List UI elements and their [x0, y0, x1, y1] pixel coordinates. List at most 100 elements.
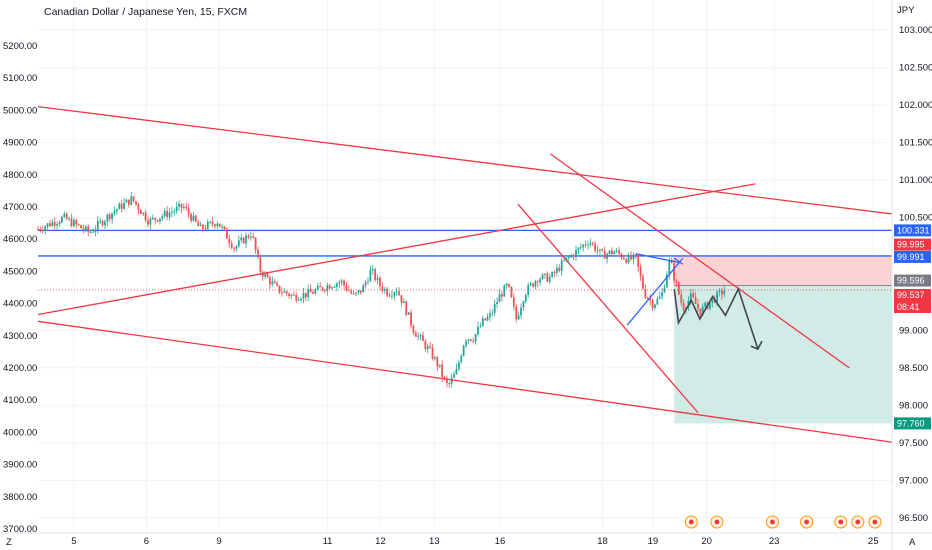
left-axis-tick-label: 4100.00: [3, 395, 37, 406]
right-axis-tick-label: 98.000: [899, 400, 928, 411]
falling-wedge-upper-line[interactable]: [550, 153, 850, 369]
candle-body: [642, 276, 644, 289]
candle-body: [99, 220, 102, 222]
candle-body: [252, 236, 255, 238]
economic-events[interactable]: [684, 515, 882, 529]
triangle-upper-line[interactable]: [635, 253, 681, 264]
candle-body: [309, 288, 312, 293]
candle-body: [627, 254, 630, 263]
candle-body: [558, 267, 561, 271]
candle-body: [151, 217, 154, 219]
price-tags: 100.331 99.991 99.995 99.596 99.537 97.760 08:…: [894, 224, 931, 430]
candle-body: [104, 221, 106, 226]
falling-wedge-lower-line[interactable]: [517, 203, 699, 414]
candle-body: [532, 283, 534, 287]
candle-body: [302, 292, 305, 299]
candle-body: [479, 325, 482, 327]
time-axis-tick-label: 23: [769, 536, 780, 547]
candle-body: [536, 281, 539, 283]
candle-body: [257, 249, 259, 258]
horizontal-levels[interactable]: [38, 229, 892, 291]
candle-body: [51, 222, 54, 227]
candle-body: [414, 332, 417, 337]
support-trendline[interactable]: [626, 257, 684, 326]
left-axis-tick-label: 4600.00: [3, 234, 37, 245]
candle-body: [625, 259, 628, 263]
candle-body: [190, 214, 192, 221]
candle-body: [462, 345, 465, 356]
candle-body: [694, 297, 697, 304]
auto-scale-button[interactable]: A: [909, 537, 916, 548]
candle-body: [472, 340, 475, 342]
candle-body: [412, 325, 415, 333]
candle-body: [654, 304, 656, 309]
candle-body: [665, 274, 668, 288]
trendlines[interactable]: [37, 105, 893, 443]
stop-loss-zone[interactable]: [674, 255, 892, 286]
candle-body: [448, 382, 451, 384]
candle-body: [216, 223, 219, 227]
event-flag-icon: [855, 519, 861, 525]
time-axis[interactable]: 5 6 9 11 12 13 16 18 19 20 23 25: [0, 532, 932, 547]
candle-body: [173, 211, 176, 213]
projection-zigzag[interactable]: [673, 286, 759, 350]
right-price-axis[interactable]: 103.000 102.500 102.000 101.500 101.000 100.5…: [891, 0, 932, 550]
candle-body: [469, 339, 472, 341]
candle-body: [704, 302, 707, 307]
candle-body: [321, 287, 324, 291]
candle-body: [572, 255, 575, 257]
candle-body: [381, 286, 384, 291]
candle-body: [156, 220, 159, 222]
candle-body: [80, 225, 82, 229]
right-axis-tick-label: 97.000: [899, 475, 928, 486]
candle-body: [328, 285, 331, 289]
rising-resistance-line[interactable]: [37, 183, 756, 316]
candle-body: [159, 218, 161, 222]
projection-path[interactable]: [673, 286, 763, 351]
candle-body: [340, 280, 343, 283]
candle-body: [570, 255, 573, 258]
candle-body: [395, 291, 398, 293]
candle-body: [254, 237, 257, 250]
candle-body: [108, 214, 111, 220]
lower-channel-line[interactable]: [37, 320, 893, 443]
left-axis-tick-label: 3700.00: [3, 524, 37, 535]
candle-body: [434, 357, 436, 359]
candle-body: [599, 249, 601, 251]
candle-body: [632, 254, 635, 260]
candle-body: [61, 216, 63, 223]
candle-body: [182, 206, 185, 208]
timezone-button[interactable]: Z: [6, 537, 12, 548]
grid: [38, 0, 892, 533]
candle-body: [644, 288, 647, 298]
countdown-tag-bg: [894, 300, 931, 313]
triangle-top-line[interactable]: [673, 257, 684, 265]
candle-body: [455, 369, 458, 375]
candle-body: [82, 228, 85, 231]
candle-body: [135, 201, 137, 205]
candle-body: [44, 226, 47, 231]
event-flag-icon: [804, 519, 809, 525]
upper-channel-line[interactable]: [37, 105, 893, 215]
event-flag-icon: [838, 519, 844, 525]
candle-body: [111, 213, 114, 220]
candle-body: [534, 281, 537, 287]
candle-body: [565, 257, 568, 261]
candle-body: [675, 280, 678, 283]
right-axis-tick-label: 100.500: [899, 213, 932, 224]
left-price-axis[interactable]: 5200.00 5100.00 5000.00 4900.00 4800.00 4700.…: [3, 41, 37, 535]
left-axis-tick-label: 4400.00: [3, 299, 37, 310]
candle-body: [281, 292, 283, 294]
candle-body: [343, 280, 345, 286]
time-axis-tick-label: 6: [144, 536, 149, 547]
candle-body: [383, 288, 386, 291]
candle-body: [127, 199, 130, 205]
position-zones[interactable]: [674, 255, 892, 424]
candle-body: [359, 290, 362, 293]
candle-body: [199, 224, 202, 227]
right-axis-tick-label: 97.500: [899, 438, 928, 449]
candle-body: [661, 292, 664, 297]
candle-body: [555, 267, 558, 273]
candle-body: [601, 249, 604, 251]
